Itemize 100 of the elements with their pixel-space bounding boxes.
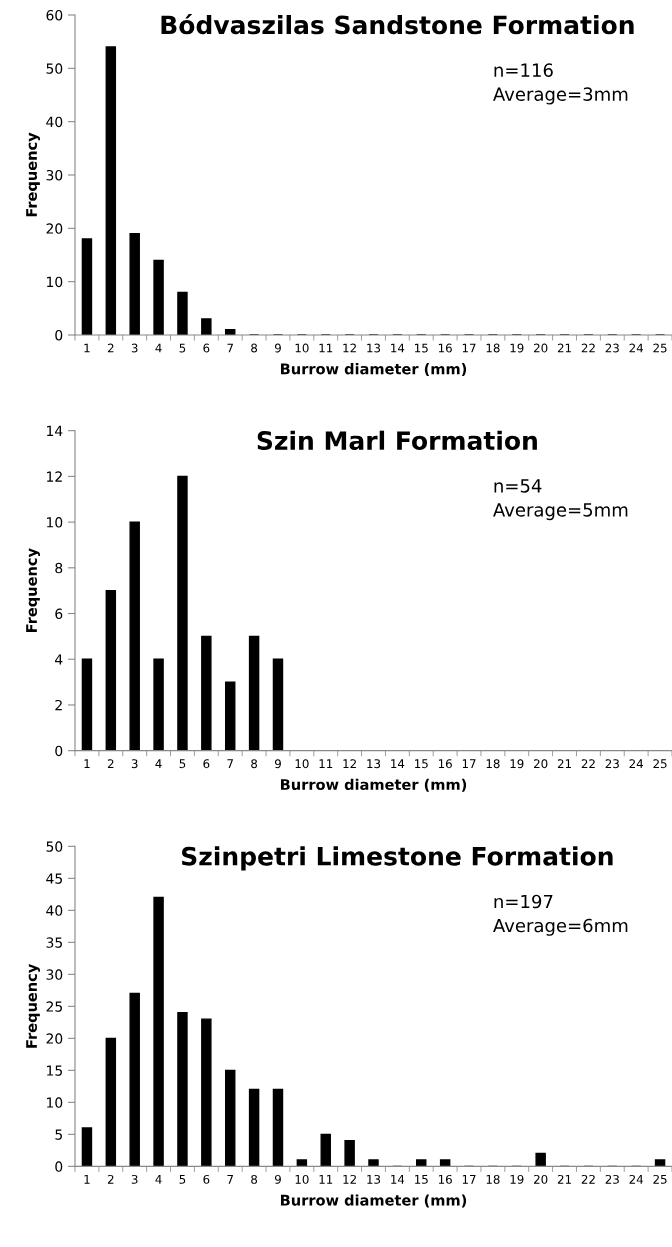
y-tick-label: 20 — [46, 1033, 63, 1044]
x-tick-label: 25 — [653, 759, 667, 769]
x-tick-label: 17 — [462, 1175, 476, 1184]
y-tick-label: 4 — [55, 654, 63, 665]
annotation: Average=5mm — [493, 503, 628, 521]
y-tick-label: 60 — [46, 9, 63, 21]
x-tick-label: 8 — [251, 343, 258, 353]
x-tick-label: 15 — [415, 343, 428, 353]
x-tick-label: 5 — [179, 343, 186, 353]
x-tick-label: 10 — [295, 1174, 309, 1184]
annotation: Average=3mm — [493, 87, 628, 105]
y-tick-label: 14 — [47, 425, 63, 436]
y-tick-label: 30 — [46, 969, 63, 980]
x-tick-label: 9 — [274, 1174, 281, 1184]
x-tick-label: 12 — [343, 1174, 356, 1184]
y-tick-label: 0 — [55, 1161, 63, 1172]
x-tick-label: 14 — [391, 1175, 405, 1184]
y-axis-title: Frequency — [26, 963, 40, 1048]
x-tick-label: 3 — [131, 1174, 138, 1184]
x-tick-label: 2 — [107, 1174, 114, 1184]
x-tick-label: 1 — [84, 759, 90, 768]
x-tick-label: 13 — [367, 759, 381, 769]
x-tick-label: 16 — [438, 1174, 452, 1184]
y-tick-label: 45 — [46, 873, 62, 884]
x-tick-label: 18 — [486, 1174, 500, 1184]
x-tick-label: 6 — [203, 759, 210, 769]
x-tick-label: 12 — [343, 759, 356, 768]
annotation: Average=6mm — [493, 918, 628, 936]
x-tick-label: 11 — [319, 343, 333, 353]
annotation: n=197 — [494, 894, 553, 909]
x-tick-label: 11 — [319, 759, 333, 768]
y-tick-label: 10 — [47, 276, 63, 288]
x-tick-label: 24 — [629, 1174, 644, 1184]
x-tick-label: 5 — [179, 759, 186, 769]
x-tick-label: 14 — [391, 343, 405, 353]
x-tick-label: 15 — [415, 759, 428, 769]
x-tick-label: 17 — [462, 343, 476, 353]
x-tick-label: 7 — [227, 1175, 233, 1184]
x-tick-label: 24 — [629, 343, 644, 353]
x-tick-label: 16 — [438, 759, 452, 769]
x-tick-label: 7 — [227, 343, 233, 353]
x-tick-label: 18 — [486, 343, 500, 353]
x-tick-label: 8 — [251, 759, 258, 769]
y-tick-label: 0 — [55, 745, 63, 757]
x-tick-label: 4 — [155, 759, 162, 768]
x-tick-label: 20 — [534, 1174, 548, 1184]
x-tick-label: 8 — [251, 1174, 258, 1184]
x-tick-label: 22 — [581, 1174, 595, 1184]
y-tick-label: 40 — [46, 905, 63, 916]
y-tick-label: 12 — [47, 471, 62, 482]
x-tick-label: 23 — [605, 759, 619, 769]
y-axis-title: Frequency — [26, 548, 40, 633]
y-tick-label: 20 — [46, 223, 63, 234]
x-tick-label: 7 — [227, 759, 233, 768]
x-tick-label: 3 — [131, 759, 138, 769]
x-tick-label: 21 — [557, 1174, 571, 1184]
y-tick-label: 2 — [55, 699, 62, 711]
y-tick-label: 50 — [46, 841, 63, 852]
chart-title: Bódvaszilas Sandstone Formation — [161, 14, 634, 35]
x-tick-label: 19 — [510, 759, 524, 769]
x-tick-label: 3 — [131, 343, 138, 353]
y-tick-label: 10 — [47, 517, 63, 528]
chart-title: Szinpetri Limestone Formation — [182, 846, 613, 871]
y-tick-label: 15 — [47, 1065, 62, 1076]
x-tick-label: 20 — [534, 759, 548, 769]
annotation: n=116 — [494, 63, 553, 77]
x-tick-label: 1 — [84, 1175, 90, 1184]
y-tick-label: 30 — [46, 169, 63, 181]
x-tick-label: 9 — [274, 759, 281, 769]
x-tick-label: 23 — [605, 343, 619, 353]
x-tick-label: 20 — [534, 343, 548, 353]
y-tick-label: 6 — [55, 608, 63, 619]
y-tick-label: 35 — [46, 937, 62, 948]
x-axis-title: Burrow diameter (mm) — [281, 363, 467, 377]
x-tick-label: 22 — [581, 343, 595, 353]
annotation: n=54 — [494, 479, 542, 493]
y-tick-label: 5 — [55, 1129, 62, 1140]
x-tick-label: 2 — [107, 759, 114, 768]
x-tick-label: 19 — [510, 1174, 524, 1184]
x-tick-label: 13 — [367, 343, 381, 353]
x-tick-label: 24 — [629, 759, 644, 768]
x-tick-label: 21 — [557, 343, 571, 353]
x-tick-label: 25 — [653, 1174, 667, 1184]
x-tick-label: 25 — [653, 343, 667, 353]
x-tick-label: 10 — [295, 759, 309, 769]
x-tick-label: 22 — [581, 759, 595, 768]
x-tick-label: 5 — [179, 1175, 186, 1184]
chart-title: Szin Marl Formation — [257, 430, 537, 451]
x-tick-label: 14 — [391, 759, 405, 768]
x-tick-label: 16 — [438, 343, 452, 353]
x-tick-label: 19 — [510, 343, 524, 353]
x-tick-label: 13 — [367, 1174, 381, 1184]
x-tick-label: 9 — [274, 343, 281, 353]
y-axis-title: Frequency — [26, 132, 40, 217]
x-tick-label: 17 — [462, 759, 476, 768]
x-tick-label: 23 — [605, 1174, 619, 1184]
x-tick-label: 12 — [343, 343, 356, 353]
y-tick-label: 8 — [55, 562, 63, 574]
x-tick-label: 6 — [203, 1174, 210, 1184]
x-tick-label: 1 — [84, 343, 90, 353]
